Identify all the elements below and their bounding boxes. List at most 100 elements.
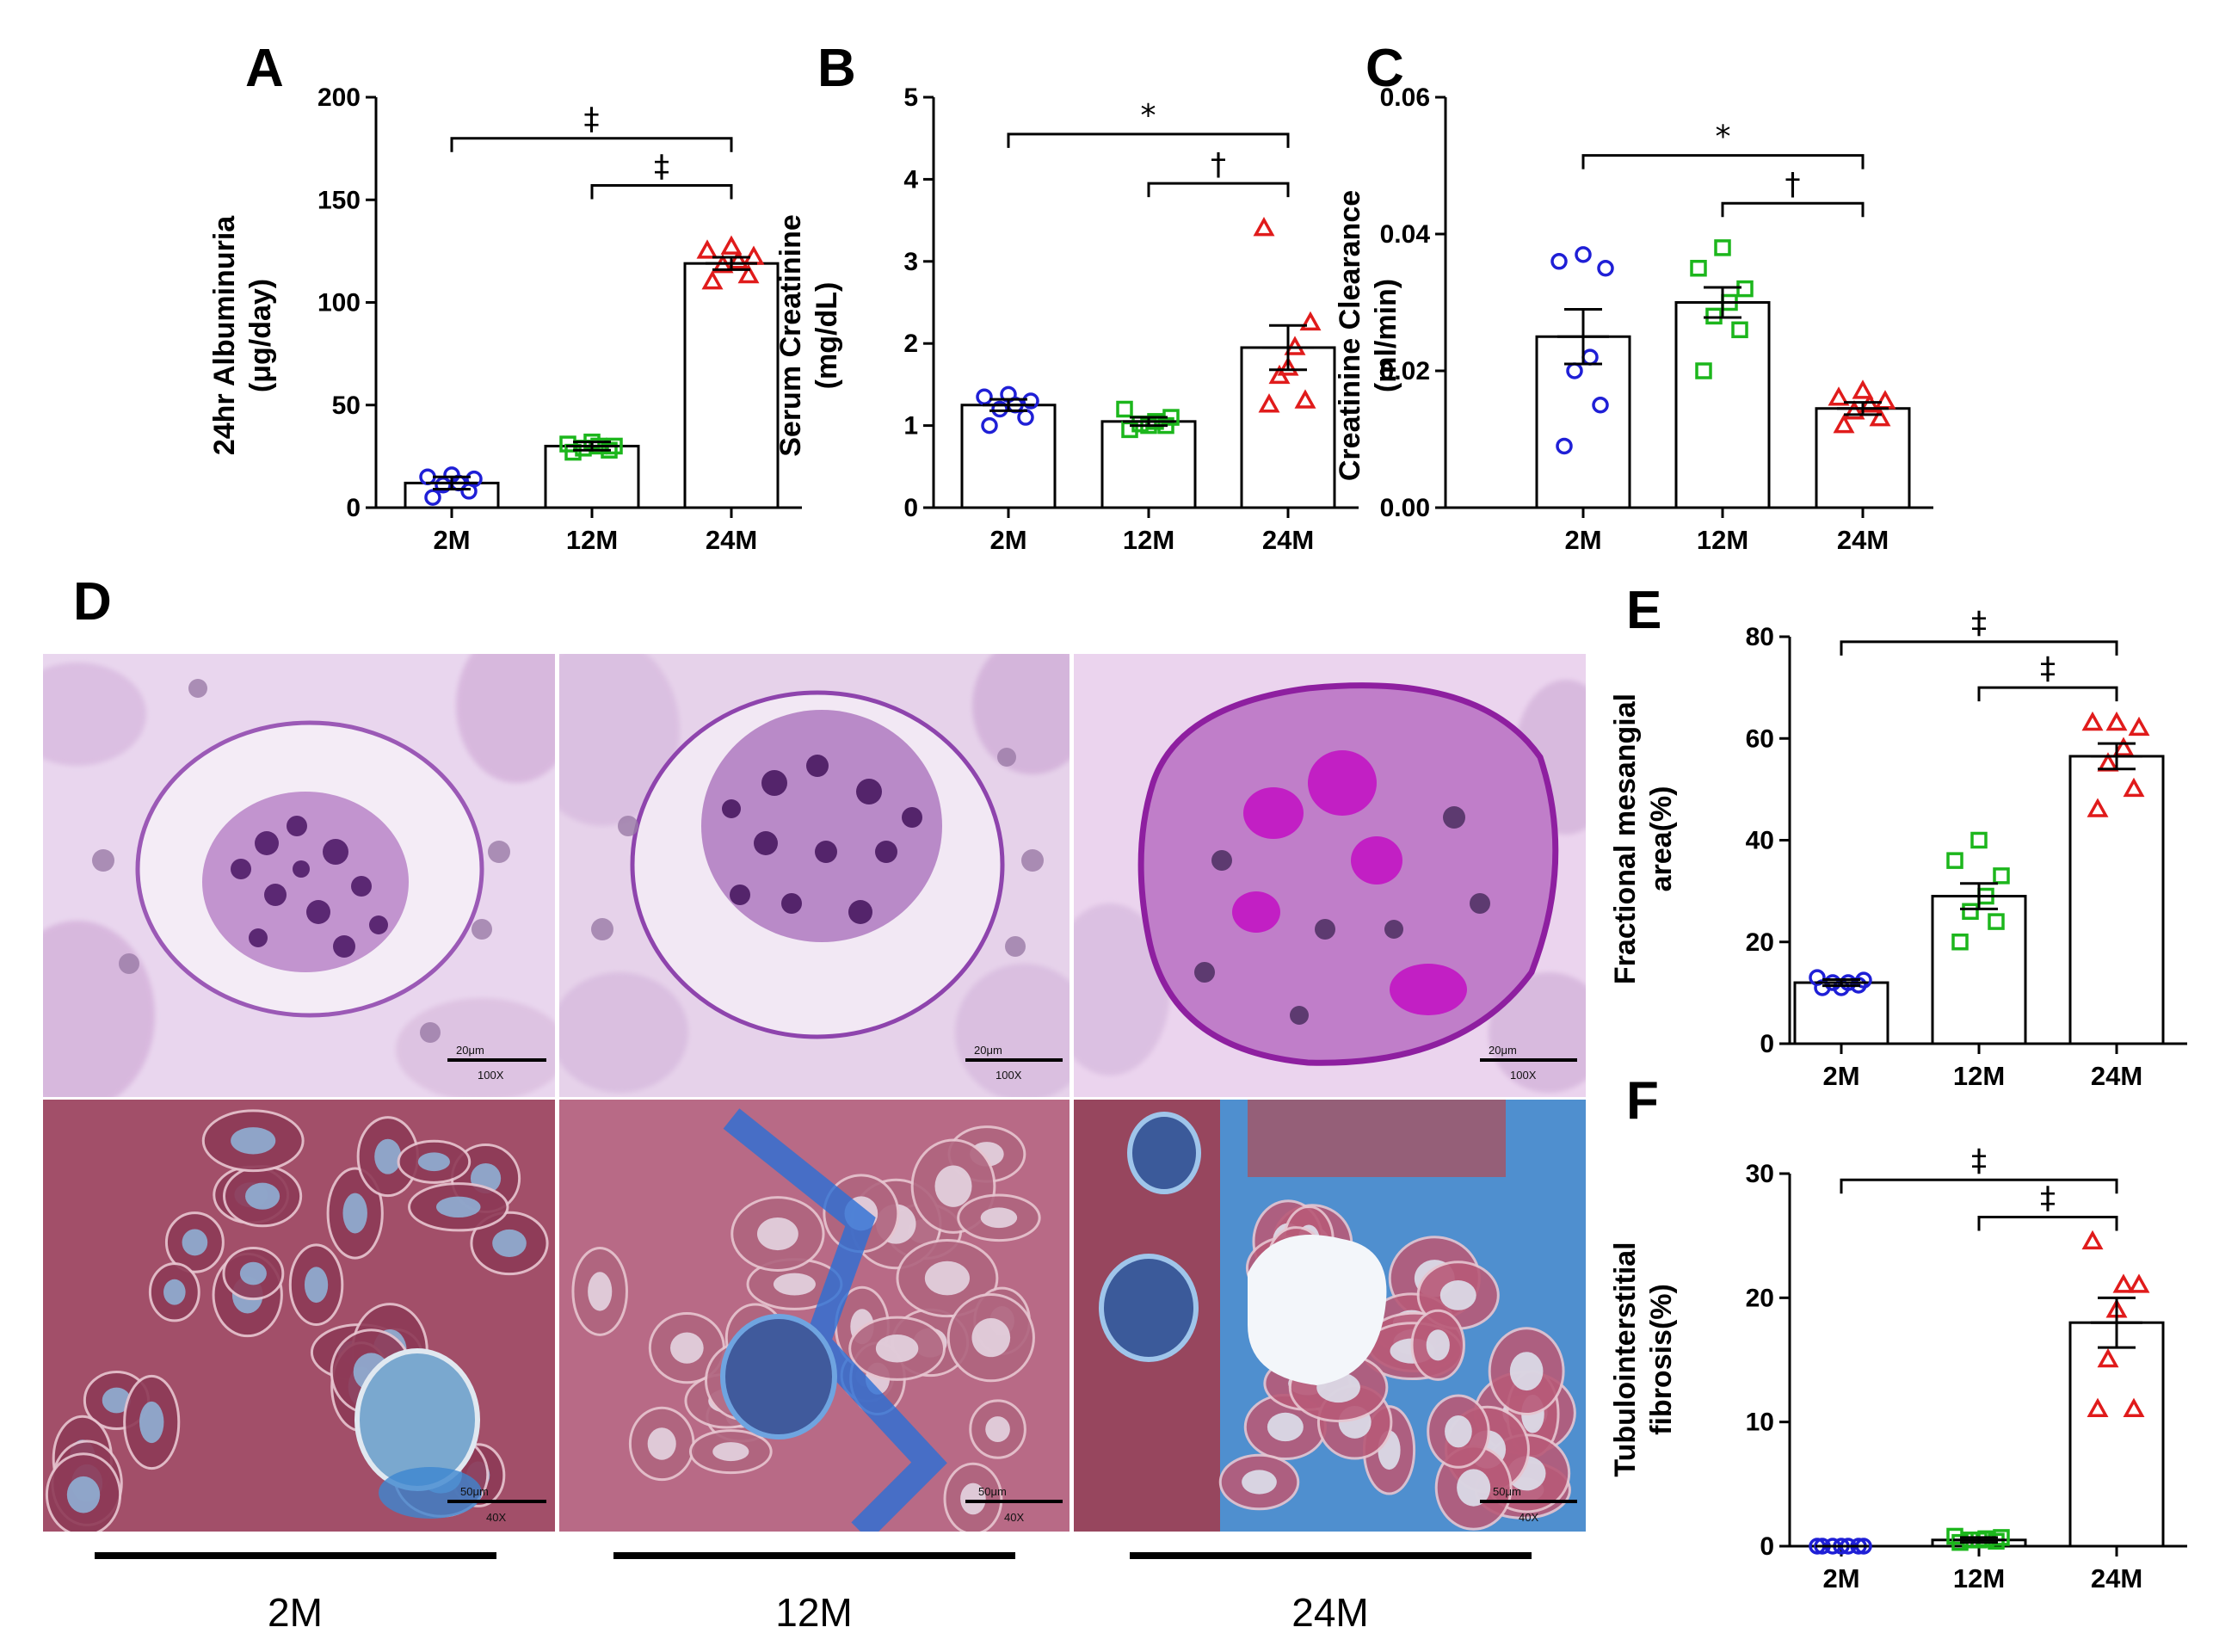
y-axis-subtitle: (μg/day)	[244, 279, 277, 392]
triangle-marker-icon	[1874, 390, 1896, 410]
pas-image-24m: 20μm 100X	[1074, 654, 1586, 1097]
x-tick-label: 24M	[706, 525, 757, 555]
pas-image-12m: 20μm 100X	[559, 654, 1070, 1097]
magnification-label: 40X	[1004, 1511, 1024, 1524]
magnification-label: 100X	[1510, 1069, 1537, 1082]
triangle-marker-icon	[2081, 1230, 2104, 1250]
tubule-lumen	[1242, 1470, 1277, 1495]
triangle-marker-icon	[720, 235, 743, 255]
x-tick-label: 24M	[2091, 1563, 2142, 1593]
x-tick-label: 12M	[1953, 1061, 2005, 1091]
x-tick-label: 2M	[1564, 525, 1601, 555]
y-tick-label: 150	[317, 186, 361, 214]
significance-marker: ‡	[654, 150, 669, 185]
tubule-lumen	[1267, 1412, 1304, 1442]
significance-bracket	[450, 137, 733, 152]
triangle-marker-icon	[2081, 711, 2104, 731]
chart-panel-b: B Serum Creatinine (mg/dL) 0 1 2 3 4 5 2M 12M 24M * †	[774, 39, 1359, 555]
significance-bracket	[1840, 640, 2118, 656]
circle-marker-icon	[1575, 246, 1592, 263]
bar-12m	[1674, 301, 1771, 509]
tubule-lumen	[435, 1196, 481, 1218]
magnification-label: 40X	[1519, 1511, 1538, 1524]
scale-label: 20μm	[1489, 1044, 1517, 1057]
y-tick-label: 3	[903, 248, 918, 276]
triangle-marker-icon	[2087, 1397, 2109, 1417]
significance-bracket	[590, 184, 733, 200]
circle-marker-icon	[419, 468, 436, 485]
significance-bracket	[1721, 201, 1865, 218]
circle-marker-icon	[1550, 253, 1568, 270]
triangle-marker-icon	[2105, 711, 2128, 731]
bar-24m	[2068, 1321, 2165, 1548]
circle-marker-icon	[1597, 260, 1614, 277]
panel-letter-d: D	[73, 572, 112, 632]
tubule-lumen	[670, 1332, 704, 1364]
square-marker-icon	[1970, 831, 1988, 849]
square-marker-icon	[1736, 280, 1754, 298]
bar-24m	[683, 262, 780, 509]
tubule-lumen	[960, 1482, 986, 1515]
circle-marker-icon	[976, 388, 993, 405]
tubule-lumen	[66, 1476, 101, 1513]
tubule-lumen	[163, 1279, 186, 1305]
tubule-lumen	[245, 1182, 280, 1210]
tubule-lumen	[934, 1165, 972, 1207]
panel-letter-e: E	[1626, 581, 1661, 640]
significance-bracket	[1977, 686, 2118, 702]
y-tick-label: 60	[1746, 724, 1774, 753]
chart-panel-e: E Fractional mesangial area(%) 0 20 40 60 80 2M 1…	[1609, 581, 2187, 1091]
y-tick-label: 20	[1746, 928, 1774, 957]
tubule-lumen	[1439, 1280, 1476, 1310]
triangle-marker-icon	[1277, 356, 1299, 376]
scale-label: 50μm	[460, 1485, 489, 1498]
triangle-marker-icon	[1258, 393, 1280, 413]
circle-marker-icon	[991, 400, 1008, 418]
trichrome-image-24m: 50μm 40X	[1074, 1100, 1586, 1532]
x-tick-label: 2M	[1822, 1563, 1859, 1593]
x-tick-label: 12M	[566, 525, 618, 555]
tubule-lumen	[773, 1273, 816, 1296]
tubule-lumen	[374, 1138, 402, 1174]
y-tick-label: 0.02	[1380, 357, 1430, 385]
y-axis-title: Creatinine Clearance	[1334, 190, 1366, 481]
circle-marker-icon	[1592, 397, 1609, 414]
significance-bracket	[1977, 1216, 2118, 1231]
tubule-lumen	[139, 1401, 164, 1444]
tubule-lumen	[980, 1207, 1018, 1229]
y-tick-label: 50	[332, 391, 361, 420]
tubule-lumen	[102, 1387, 132, 1414]
square-marker-icon	[1962, 903, 1979, 921]
triangle-marker-icon	[727, 250, 749, 269]
tubules	[571, 1125, 1041, 1532]
y-tick-label: 0	[1760, 1030, 1774, 1058]
triangle-marker-icon	[2128, 1273, 2150, 1293]
circle-marker-icon	[1022, 392, 1039, 410]
significance-bracket	[1147, 182, 1290, 198]
square-marker-icon	[1988, 913, 2005, 930]
tubule-lumen	[756, 1217, 798, 1251]
triangle-marker-icon	[2112, 1273, 2135, 1293]
tubule-lumen	[231, 1127, 276, 1155]
panel-letter-b: B	[817, 39, 856, 98]
tubule-lumen	[588, 1272, 613, 1311]
x-tick-label: 24M	[1262, 525, 1314, 555]
x-tick-label: 2M	[989, 525, 1026, 555]
significance-marker: ‡	[584, 102, 600, 138]
triangle-marker-icon	[2087, 798, 2109, 817]
triangle-marker-icon	[737, 263, 760, 284]
square-marker-icon	[559, 435, 576, 453]
group-label-2m: 2M	[268, 1590, 323, 1635]
square-marker-icon	[1951, 934, 1969, 951]
circle-marker-icon	[1556, 437, 1573, 455]
y-axis-subtitle: fibrosis(%)	[1645, 1284, 1678, 1435]
circle-marker-icon	[435, 477, 452, 494]
x-tick-label: 12M	[1697, 525, 1748, 555]
tubule-lumen	[924, 1261, 970, 1296]
square-marker-icon	[1695, 362, 1712, 379]
tubule-lumen	[304, 1267, 329, 1304]
triangle-marker-icon	[2097, 1347, 2119, 1368]
triangle-marker-icon	[2112, 737, 2135, 756]
y-tick-label: 0	[346, 494, 361, 522]
scale-label: 20μm	[974, 1044, 1002, 1057]
